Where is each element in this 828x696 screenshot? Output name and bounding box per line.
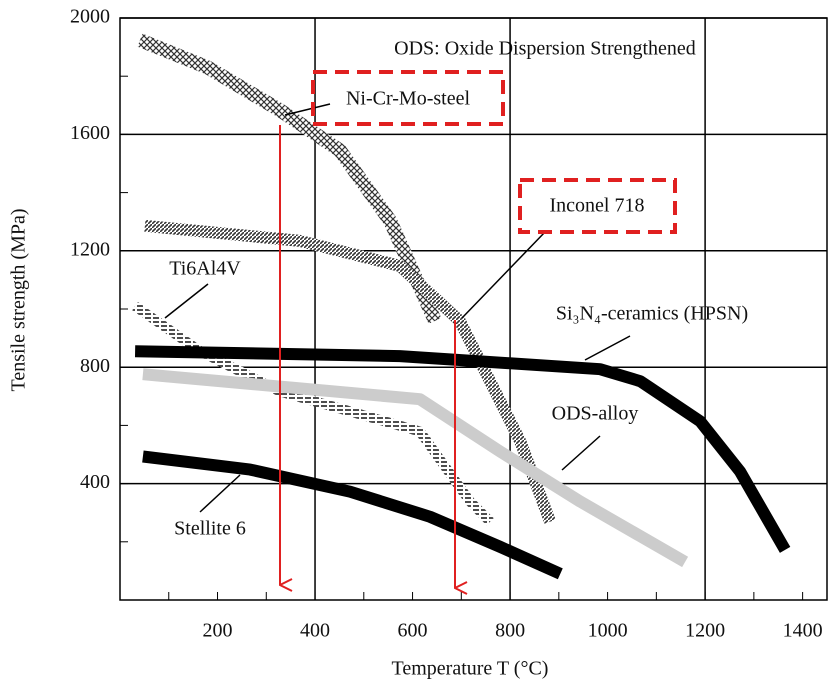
label-pointer	[199, 474, 241, 513]
series-label: Stellite 6	[174, 518, 246, 540]
series-label: Ti6Al4V	[169, 258, 241, 280]
y-axis-label: Tensile strength (MPa)	[8, 208, 30, 391]
y-tick-label: 1200	[70, 238, 110, 260]
x-tick-label: 400	[300, 620, 330, 642]
y-tick-label: 800	[80, 355, 110, 377]
x-tick-label: 800	[495, 620, 525, 642]
y-tick-label: 400	[80, 471, 110, 493]
series-label: ODS-alloy	[552, 403, 639, 425]
y-tick-label: 1600	[70, 122, 110, 144]
series-label: Inconel 718	[550, 195, 645, 217]
x-tick-label: 1200	[685, 620, 725, 642]
series-line	[144, 219, 556, 524]
series-line	[137, 33, 442, 324]
series-line	[142, 368, 689, 568]
label-pointer	[561, 435, 601, 471]
x-axis-label: Temperature T (°C)	[392, 658, 549, 680]
highlight-box	[311, 70, 505, 126]
highlight-box	[518, 178, 677, 234]
y-tick-label: 2000	[70, 6, 110, 28]
label-pointer	[164, 283, 209, 319]
x-tick-label: 200	[203, 620, 233, 642]
x-tick-label: 1000	[588, 620, 628, 642]
label-pointer	[461, 231, 546, 319]
series-line	[142, 450, 563, 580]
series-label: Ni-Cr-Mo-steel	[346, 88, 470, 110]
x-tick-label: 1400	[783, 620, 823, 642]
series-line	[134, 345, 791, 553]
x-tick-label: 600	[398, 620, 428, 642]
label-pointer	[584, 335, 631, 361]
note: ODS: Oxide Dispersion Strengthened	[394, 38, 696, 60]
label-pointer	[284, 103, 331, 116]
series-label: Si₃N₄-ceramics (HPSN)	[556, 303, 748, 325]
